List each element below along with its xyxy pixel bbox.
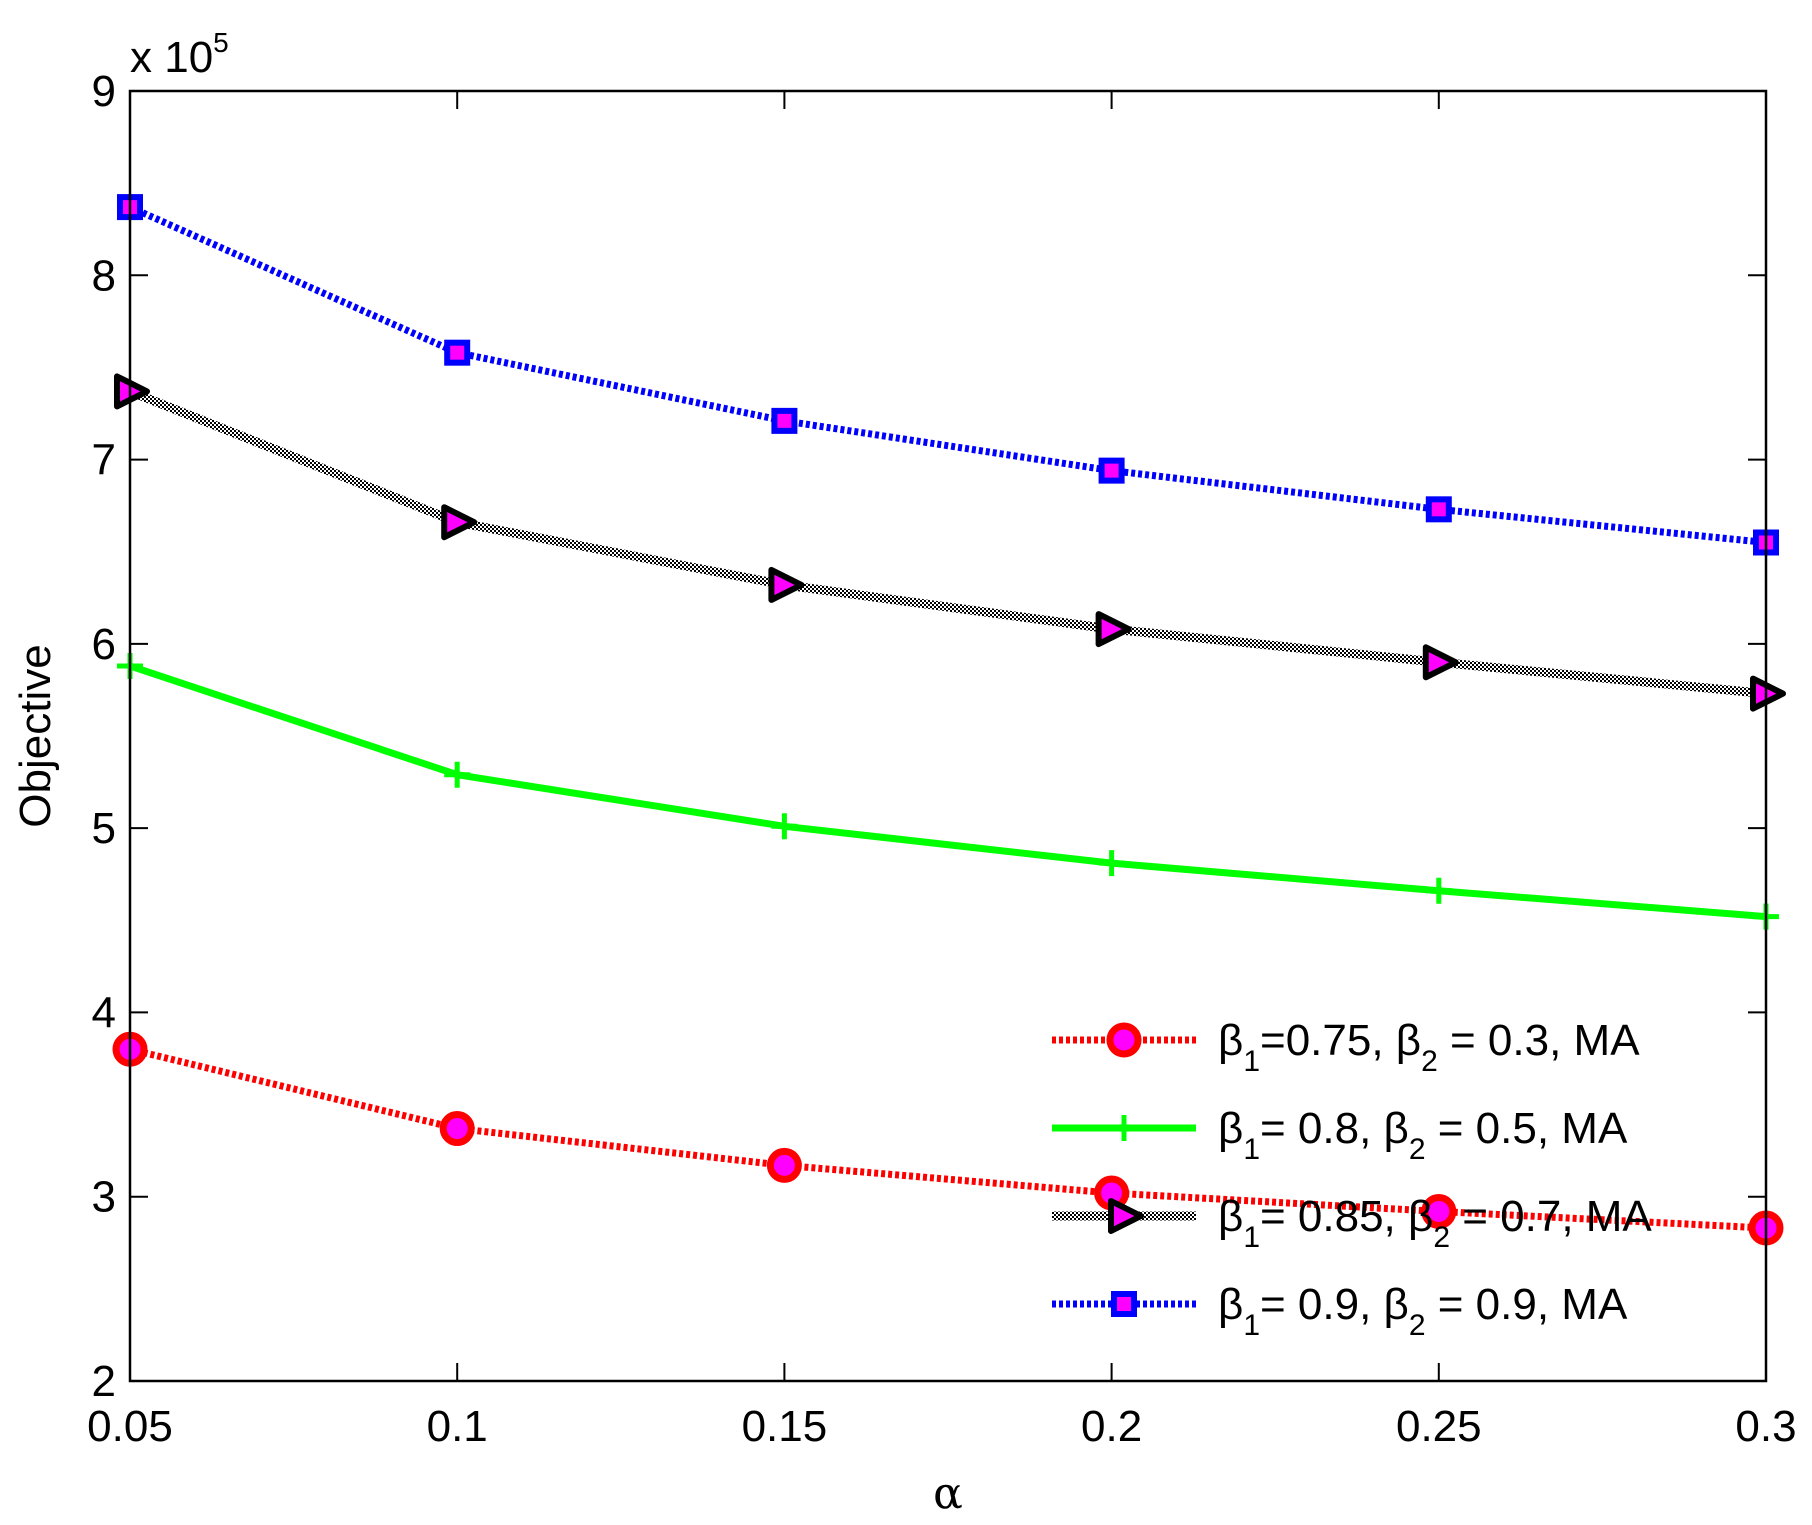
- series-3: [114, 373, 1786, 712]
- series-1-point: [766, 1147, 802, 1183]
- legend-item-4: β1= 0.9, β2 = 0.9, MA: [1052, 1280, 1628, 1342]
- series-1-point: [439, 1111, 475, 1147]
- series-1: [112, 1031, 1784, 1246]
- series-3-line: [128, 387, 1767, 699]
- series-2-point: [1098, 850, 1125, 877]
- series-2-point: [1425, 877, 1452, 904]
- series-3-point: [1422, 644, 1459, 681]
- y-tick-label: 9: [92, 67, 116, 116]
- series-2-point: [444, 761, 471, 788]
- series-3-point: [441, 504, 478, 541]
- y-tick-label: 2: [92, 1357, 116, 1406]
- legend-label: β1= 0.8, β2 = 0.5, MA: [1218, 1104, 1628, 1166]
- legend-item-1: β1=0.75, β2 = 0.3, MA: [1052, 1016, 1640, 1078]
- x-tick-label: 0.15: [742, 1402, 828, 1451]
- y-axis-multiplier: x 105: [130, 27, 229, 82]
- y-axis-multiplier-exponent: 5: [213, 27, 229, 58]
- y-tick-label: 4: [92, 988, 116, 1037]
- x-tick-label: 0.3: [1735, 1402, 1796, 1451]
- y-tick-label: 7: [92, 436, 116, 485]
- series-3-point: [1750, 675, 1786, 712]
- legend-swatch-marker: [1111, 1115, 1137, 1141]
- series-4-point: [771, 407, 798, 434]
- x-axis-title: α: [933, 1468, 963, 1519]
- legend-label: β1=0.75, β2 = 0.3, MA: [1218, 1016, 1640, 1078]
- series-3-point: [1095, 611, 1132, 648]
- series-4-point: [1098, 457, 1125, 484]
- series-4-point: [1425, 496, 1452, 523]
- x-tick-label: 0.25: [1396, 1402, 1482, 1451]
- y-tick-label: 6: [92, 620, 116, 669]
- legend-label: β1= 0.9, β2 = 0.9, MA: [1218, 1280, 1628, 1342]
- series-1-line: [129, 1045, 1767, 1232]
- legend-label: β1= 0.85, β2 = 0.7, MA: [1218, 1192, 1652, 1254]
- y-tick-label: 3: [92, 1173, 116, 1222]
- series-4-line: [128, 203, 1767, 546]
- series-1-point: [1421, 1193, 1457, 1229]
- series-2-point: [771, 813, 798, 840]
- legend-swatch-marker: [1111, 1291, 1137, 1317]
- plot-frame: [128, 89, 1768, 1383]
- x-tick-label: 0.1: [427, 1402, 488, 1451]
- x-tick-label: 0.2: [1081, 1402, 1142, 1451]
- y-tick-label: 5: [92, 804, 116, 853]
- series-4: [117, 194, 1779, 556]
- series-4-point: [444, 339, 471, 366]
- legend-swatch-marker: [1108, 1198, 1144, 1234]
- series-3-point: [768, 566, 805, 603]
- y-axis-title: Objective: [11, 644, 60, 827]
- y-tick-label: 8: [92, 251, 116, 300]
- legend-item-2: β1= 0.8, β2 = 0.5, MA: [1052, 1104, 1628, 1166]
- series-2-line: [128, 662, 1767, 921]
- plot-background: [130, 91, 1766, 1381]
- legend-item-3: β1= 0.85, β2 = 0.7, MA: [1052, 1192, 1652, 1254]
- legend: β1=0.75, β2 = 0.3, MA β1= 0.8, β2 = 0.5, …: [1052, 1016, 1652, 1342]
- series-2: [117, 652, 1779, 930]
- legend-swatch-marker: [1106, 1022, 1142, 1058]
- x-tick-label: 0.05: [87, 1402, 173, 1451]
- series-3-point: [114, 373, 150, 410]
